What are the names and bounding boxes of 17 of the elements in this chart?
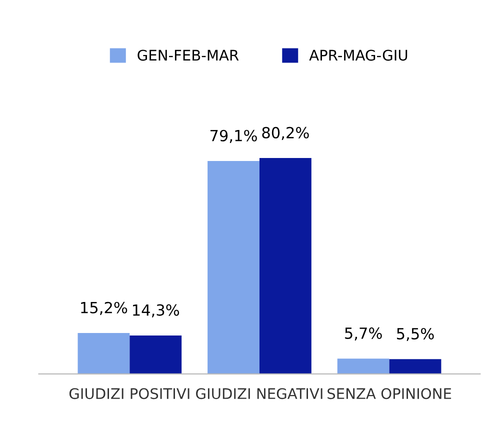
- data-label: 80,2%: [262, 126, 309, 140]
- bar: [130, 335, 182, 374]
- x-tick-label: GIUDIZI POSITIVI: [69, 388, 190, 400]
- data-label: 14,3%: [133, 304, 180, 318]
- legend-label: GEN-FEB-MAR: [138, 50, 239, 61]
- data-label: 5,5%: [397, 328, 434, 342]
- bar: [208, 161, 260, 374]
- legend-label: APR-MAG-GIU: [309, 50, 408, 61]
- x-tick-label: SENZA OPINIONE: [328, 388, 452, 400]
- data-label: 5,7%: [345, 327, 382, 341]
- data-label: 15,2%: [81, 302, 128, 315]
- x-tick-label: GIUDIZI NEGATIVI: [196, 388, 322, 400]
- bar: [78, 333, 130, 374]
- bar: [259, 158, 312, 374]
- bar: [337, 358, 390, 374]
- bar: [389, 359, 442, 374]
- data-label: 79,1%: [210, 130, 257, 143]
